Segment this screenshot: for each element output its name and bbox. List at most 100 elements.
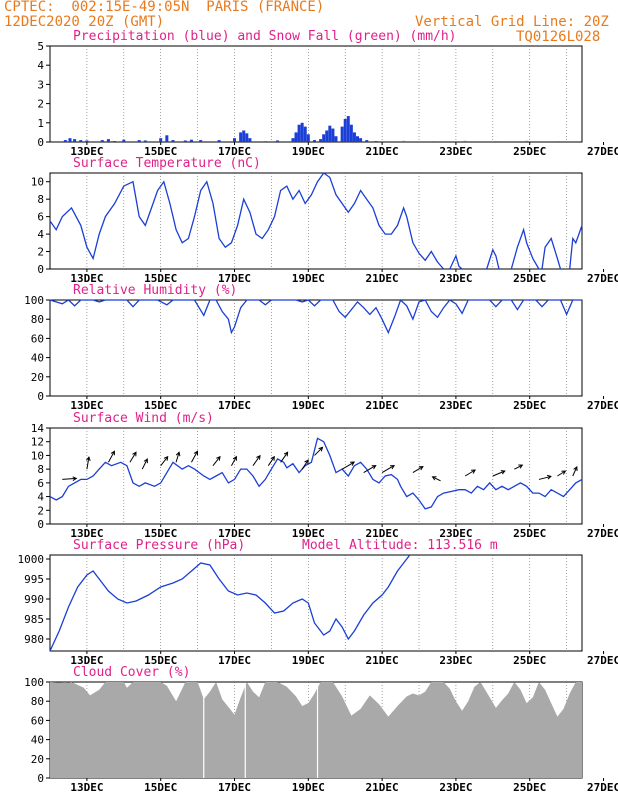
rh-ytick-label: 40: [31, 352, 44, 365]
wind-arrow: [252, 455, 261, 467]
cloud-ytick-label: 0: [37, 772, 44, 785]
precip-bar-blue: [331, 128, 335, 142]
precip-bar-blue: [199, 140, 203, 142]
wind-arrow-head: [163, 455, 169, 461]
rh-ytick-label: 60: [31, 332, 44, 345]
wind-arrow-head: [350, 461, 355, 466]
rh-ytick-label: 20: [31, 371, 44, 384]
temp-title: Surface Temperature (nC): [73, 156, 261, 171]
precip-xtick-label: 13DEC: [70, 145, 103, 158]
precip-xtick-label: 15DEC: [144, 145, 177, 158]
precip-bar-blue: [73, 139, 77, 142]
rh-title: Relative Humidity (%): [73, 283, 238, 298]
rh-xtick-label: 17DEC: [218, 399, 251, 412]
press-xtick-label: 21DEC: [366, 654, 399, 667]
precip-bar-blue: [122, 139, 126, 142]
press-ytick-label: 995: [24, 573, 44, 586]
precip-ytick-label: 0: [37, 136, 44, 149]
press-title: Surface Pressure (hPa): [73, 538, 246, 553]
temp-series-line: [541, 237, 562, 270]
wind-xtick-label: 13DEC: [70, 527, 103, 540]
precip-bar-green: [186, 141, 190, 142]
temp-xtick-label: 21DEC: [366, 272, 399, 285]
cloud-xtick-label: 19DEC: [292, 781, 325, 794]
precip-ytick-label: 4: [37, 59, 44, 72]
press-series-line: [49, 554, 411, 652]
cloud-xtick-label: 15DEC: [144, 781, 177, 794]
precip-bar-green: [110, 141, 114, 142]
rh-xtick-label: 25DEC: [513, 399, 546, 412]
precip-bar-blue: [346, 116, 350, 142]
precip-bar-blue: [359, 138, 363, 142]
wind-arrow: [129, 452, 137, 463]
precip-bar-blue: [106, 139, 110, 142]
wind-arrow-head: [304, 459, 309, 465]
wind-arrow: [557, 470, 566, 477]
precip-bar-green: [494, 141, 498, 142]
wind-arrow-head: [371, 465, 377, 470]
precip-bar-blue: [242, 130, 246, 142]
precip-bar-blue: [165, 135, 169, 142]
wind-ytick-label: 10: [31, 449, 44, 462]
precip-bar-blue: [374, 141, 378, 142]
wind-ytick-label: 6: [37, 477, 44, 490]
press-plot-frame: [49, 554, 583, 652]
wind-arrow-head: [143, 458, 148, 464]
precip-bar-blue: [183, 140, 187, 142]
wind-arrow-head: [471, 469, 476, 474]
precip-bar-green: [402, 140, 406, 142]
precip-bar-green: [525, 140, 529, 142]
precip-bar-blue: [113, 141, 117, 142]
wind-arrow: [175, 452, 180, 463]
precip-bar-green: [140, 141, 144, 142]
precip-bar-blue: [248, 138, 252, 142]
precip-bar-green: [432, 141, 436, 142]
temp-series-line: [569, 225, 583, 270]
temp-series-line: [49, 172, 445, 270]
wind-arrow-head: [110, 450, 115, 456]
wind-ytick-label: 8: [37, 463, 44, 476]
precip-xtick-label: 27DEC: [587, 145, 618, 158]
wind-arrow: [301, 459, 309, 470]
rh-ytick-label: 0: [37, 390, 44, 403]
wind-arrow-head: [283, 451, 289, 457]
wind-xtick-label: 19DEC: [292, 527, 325, 540]
wind-arrow-head: [132, 451, 137, 457]
wind-series-line: [49, 437, 583, 510]
rh-xtick-label: 27DEC: [587, 399, 618, 412]
cloud-ytick-label: 40: [31, 734, 44, 747]
wind-xtick-label: 21DEC: [366, 527, 399, 540]
wind-xtick-label: 27DEC: [587, 527, 618, 540]
precip-bar-blue: [294, 132, 298, 142]
wind-arrow: [267, 456, 275, 466]
precip-bar-blue: [159, 138, 163, 142]
header-location: CPTEC: 002:15E-49:05N PARIS (FRANCE): [4, 0, 325, 15]
cloud-ytick-label: 20: [31, 753, 44, 766]
press-xtick-label: 15DEC: [144, 654, 177, 667]
wind-arrow-head: [86, 456, 91, 462]
wind-arrow: [464, 469, 476, 477]
press-ytick-label: 980: [24, 633, 44, 646]
cloud-ytick-label: 80: [31, 695, 44, 708]
precip-bar-blue: [319, 139, 323, 142]
rh-series-line: [49, 298, 582, 335]
precip-ytick-label: 5: [37, 40, 44, 53]
press-xtick-label: 13DEC: [70, 654, 103, 667]
rh-ytick-label: 80: [31, 313, 44, 326]
precip-bar-blue: [291, 138, 295, 142]
precip-bar-green: [555, 141, 559, 142]
wind-arrow-head: [318, 446, 324, 452]
wind-arrow: [572, 466, 578, 477]
cloud-ytick-label: 60: [31, 714, 44, 727]
precip-bar-blue: [328, 125, 332, 142]
wind-arrow: [191, 451, 198, 463]
wind-arrow: [212, 456, 221, 467]
wind-arrow-head: [72, 476, 78, 482]
wind-arrow-head: [256, 454, 261, 460]
precip-bar-blue: [217, 140, 221, 142]
precip-bar-green: [263, 141, 267, 142]
precip-bar-blue: [276, 140, 280, 142]
wind-ytick-label: 14: [31, 422, 45, 435]
temp-xtick-label: 19DEC: [292, 272, 325, 285]
